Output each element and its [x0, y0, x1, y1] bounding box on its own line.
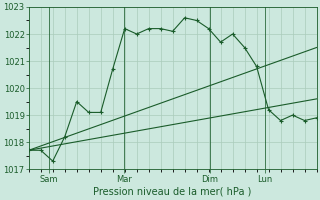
X-axis label: Pression niveau de la mer( hPa ): Pression niveau de la mer( hPa ) — [93, 187, 252, 197]
